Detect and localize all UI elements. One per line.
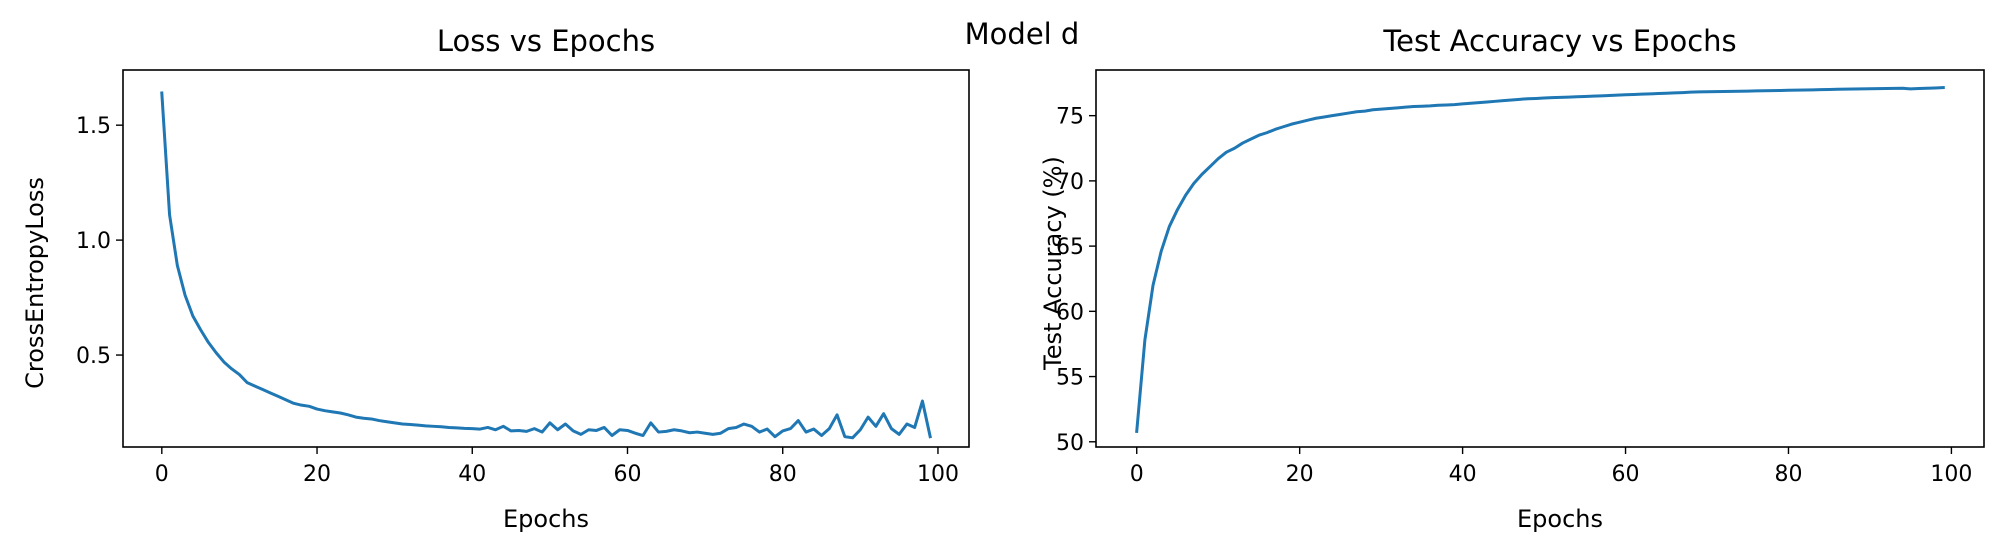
loss-ytick-label: 0.5 [76, 344, 111, 369]
loss-chart-plot: 0 20 40 60 80 100 0.5 1.0 1.5 [76, 91, 959, 487]
accuracy-xtick-label: 100 [1930, 462, 1972, 487]
accuracy-chart-title: Test Accuracy vs Epochs [1382, 24, 1736, 58]
accuracy-ytick-label: 60 [1056, 300, 1084, 325]
loss-series-line [160, 91, 932, 440]
loss-xtick-label: 100 [917, 462, 959, 487]
loss-xtick-label: 60 [613, 462, 641, 487]
accuracy-chart-xlabel: Epochs [1517, 505, 1603, 533]
loss-ytick-label: 1.0 [76, 229, 111, 254]
loss-chart-axes-frame [122, 69, 970, 448]
accuracy-ytick-label: 65 [1056, 235, 1084, 260]
figure-suptitle: Model d [965, 17, 1080, 51]
accuracy-ytick-label: 55 [1056, 366, 1084, 391]
loss-ytick-label: 1.5 [76, 114, 111, 139]
accuracy-xtick-label: 0 [1130, 462, 1144, 487]
loss-xtick-label: 40 [458, 462, 486, 487]
accuracy-xtick-label: 80 [1774, 462, 1802, 487]
loss-chart-xlabel: Epochs [503, 505, 589, 533]
loss-chart-ylabel: CrossEntropyLoss [21, 177, 49, 389]
loss-xtick-label: 0 [155, 462, 169, 487]
accuracy-ytick-label: 70 [1056, 170, 1084, 195]
accuracy-chart: Test Accuracy vs Epochs Epochs Test Accu… [1039, 24, 1985, 533]
loss-xtick-label: 20 [303, 462, 331, 487]
loss-chart-title: Loss vs Epochs [437, 24, 655, 58]
loss-xtick-label: 80 [769, 462, 797, 487]
loss-chart: Loss vs Epochs Epochs CrossEntropyLoss 0… [21, 24, 970, 533]
accuracy-series-line [1135, 86, 1945, 433]
accuracy-ytick-label: 75 [1056, 105, 1084, 130]
accuracy-chart-plot: 0 20 40 60 80 100 50 55 60 65 70 75 [1056, 86, 1972, 487]
accuracy-xtick-label: 40 [1449, 462, 1477, 487]
accuracy-xtick-label: 20 [1286, 462, 1314, 487]
accuracy-xtick-label: 60 [1612, 462, 1640, 487]
accuracy-chart-axes-frame [1095, 69, 1985, 448]
accuracy-ytick-label: 50 [1056, 431, 1084, 456]
accuracy-chart-ylabel: Test Accuracy (%) [1039, 156, 1067, 371]
